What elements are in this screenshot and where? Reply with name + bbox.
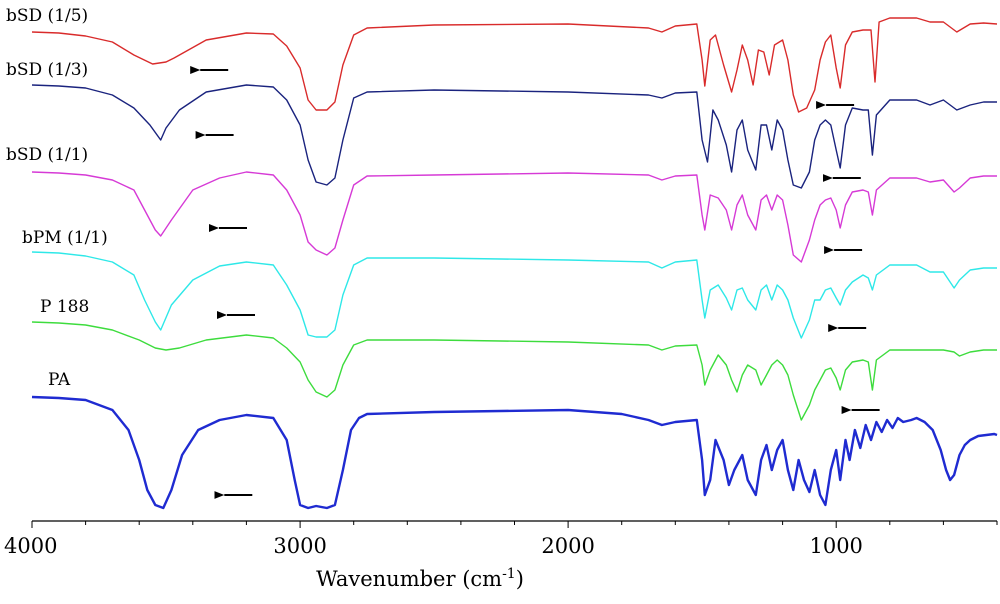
arrow-markers-group [190,66,880,499]
series-label-4: P 188 [40,297,89,317]
x-axis-tick-labels: 4000 3000 2000 1000 [4,534,863,558]
series-label-3: bPM (1/1) [22,228,108,248]
series-label-0: bSD (1/5) [6,6,88,26]
x-axis-title-close: ) [516,567,524,591]
x-tick-label-2000: 2000 [541,534,594,558]
x-tick-label-1000: 1000 [809,534,862,558]
x-axis: 4000 3000 2000 1000 [4,520,998,558]
series-line-5 [31,395,998,510]
x-axis-ticks [31,521,998,528]
series-line-1 [31,84,997,189]
series-label-2: bSD (1/1) [6,145,88,165]
series-line-0 [31,17,998,113]
x-tick-label-4000: 4000 [4,534,57,558]
series-label-1: bSD (1/3) [6,60,88,80]
series-line-4 [31,321,997,421]
series-line-3 [31,251,997,339]
x-axis-title-superscript: -1 [502,566,516,582]
series-label-5: PA [48,370,71,390]
spectra-series-group [31,17,998,510]
x-axis-title: Wavenumber (cm-1) [316,566,524,591]
series-line-2 [31,171,997,263]
x-tick-label-3000: 3000 [273,534,326,558]
series-labels-group: bSD (1/5) bSD (1/3) bSD (1/1) bPM (1/1) P 18… [6,6,108,390]
x-axis-title-main: Wavenumber (cm [316,567,502,591]
